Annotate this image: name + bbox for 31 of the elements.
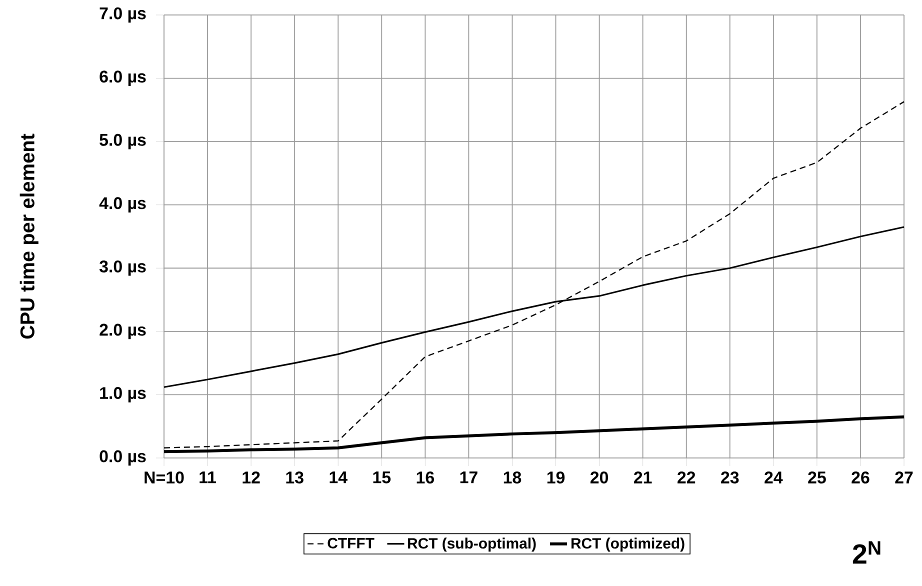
legend-label: CTFFT	[328, 538, 374, 548]
x-tick-label: 24	[764, 472, 783, 484]
y-tick-label: 3.0 µs	[99, 260, 146, 276]
x-tick-label: 18	[504, 472, 522, 484]
x-axis-title: 2$^{N}$	[852, 541, 880, 564]
y-tick-label: 2.0 µs	[100, 324, 146, 340]
x-tick-label: 20	[590, 472, 608, 484]
x-tick-label: 27	[895, 472, 913, 484]
y-tick-label: 1.0 µs	[100, 387, 146, 402]
y-tick-label: 0.0 µs	[100, 450, 146, 466]
y-tick-label: 4.0 µs	[99, 197, 146, 213]
x-tick-label: 25	[808, 472, 826, 484]
x-tick-label: 16	[416, 472, 434, 484]
x-tick-label: 22	[678, 472, 696, 484]
x-tick-label: 26	[852, 472, 870, 484]
x-tick-label: 12	[242, 472, 260, 484]
x-tick-label: 21	[634, 472, 652, 484]
x-tick-label: N=10	[144, 472, 184, 484]
y-tick-label: 7.0 µs	[100, 7, 146, 23]
y-tick-label: 5.0 µs	[100, 134, 146, 150]
x-tick-label: 23	[721, 472, 739, 484]
y-axis-title: CPU time per element	[20, 134, 38, 339]
y-tick-label: 6.0 µs	[100, 70, 146, 86]
x-tick-label: 15	[373, 472, 391, 484]
x-tick-label: 14	[330, 472, 348, 484]
legend-label: RCT (optimized)	[572, 538, 684, 552]
legend-label: RCT (sub-optimal)	[408, 538, 536, 552]
x-tick-label: 17	[460, 472, 478, 484]
x-tick-label: 11	[200, 472, 216, 484]
x-tick-label: 13	[286, 472, 304, 484]
x-tick-label: 19	[547, 472, 565, 484]
